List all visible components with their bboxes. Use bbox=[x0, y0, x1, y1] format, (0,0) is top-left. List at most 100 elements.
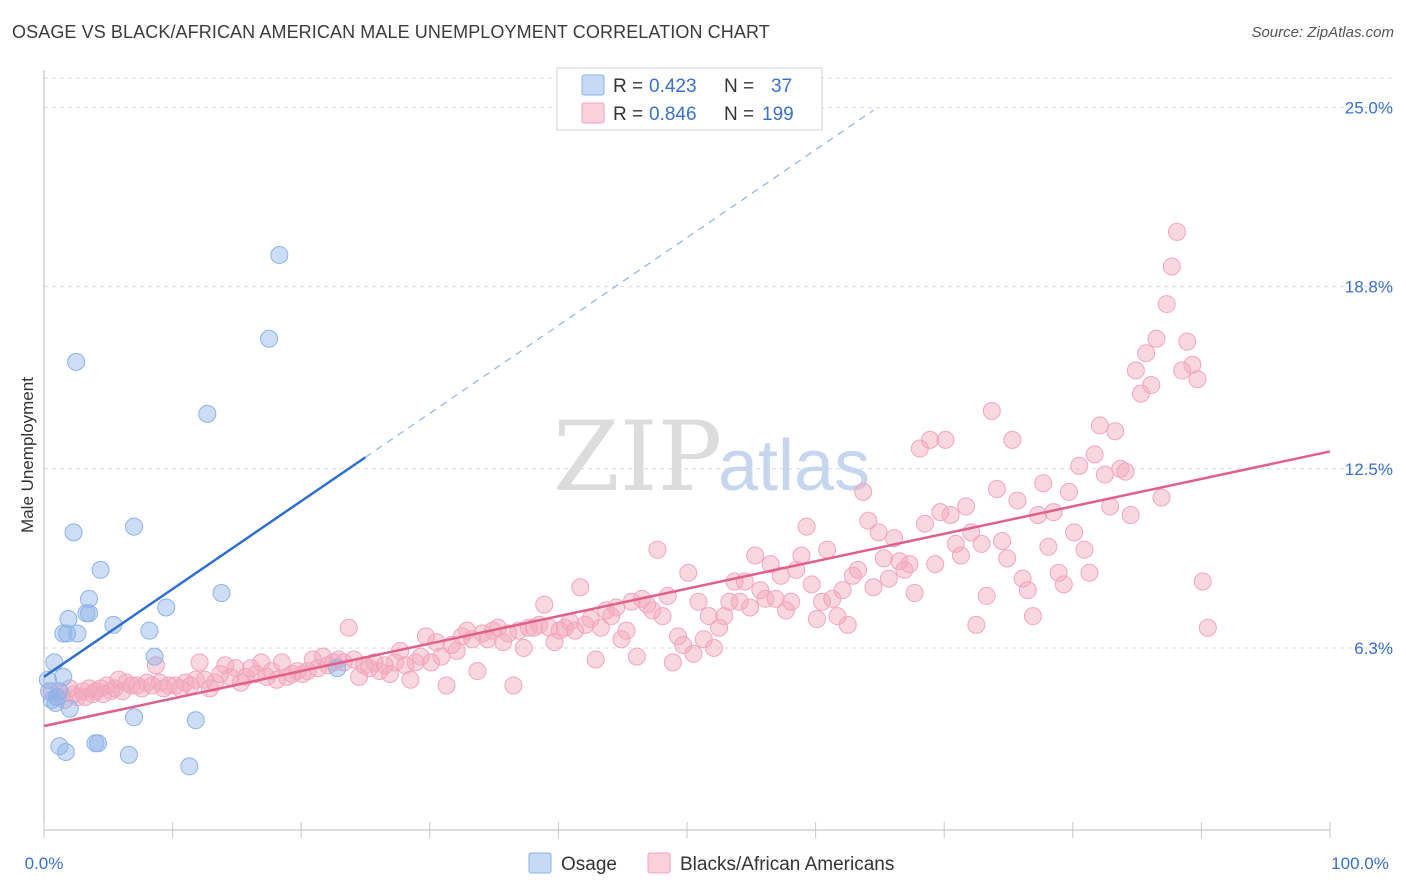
point-blacks-african-americans bbox=[936, 430, 955, 449]
point-blacks-african-americans bbox=[406, 653, 425, 672]
point-osage bbox=[67, 352, 86, 371]
point-blacks-african-americans bbox=[422, 653, 441, 672]
point-blacks-african-americans bbox=[705, 638, 724, 657]
trend-line-osage-extension bbox=[365, 109, 874, 458]
point-osage bbox=[212, 584, 231, 603]
point-blacks-african-americans bbox=[982, 401, 1001, 420]
point-blacks-african-americans bbox=[951, 546, 970, 565]
point-blacks-african-americans bbox=[818, 540, 837, 559]
point-osage bbox=[91, 560, 110, 579]
point-blacks-african-americans bbox=[375, 656, 394, 675]
point-blacks-african-americans bbox=[339, 618, 358, 637]
point-blacks-african-americans bbox=[946, 534, 965, 553]
bottom-legend-swatch-black bbox=[647, 852, 671, 874]
point-blacks-african-americans bbox=[1039, 537, 1058, 556]
point-blacks-african-americans bbox=[761, 555, 780, 574]
legend-r-value-osage: 0.423 bbox=[649, 76, 697, 97]
point-blacks-african-americans bbox=[176, 673, 195, 692]
point-blacks-african-americans bbox=[1018, 581, 1037, 600]
point-blacks-african-americans bbox=[998, 549, 1017, 568]
point-blacks-african-americans bbox=[782, 592, 801, 611]
point-blacks-african-americans bbox=[1065, 523, 1084, 542]
point-blacks-african-americans bbox=[854, 482, 873, 501]
point-blacks-african-americans bbox=[211, 664, 230, 683]
legend-n-label-osage: N = bbox=[724, 76, 754, 97]
point-blacks-african-americans bbox=[1121, 506, 1140, 525]
point-blacks-african-americans bbox=[1162, 257, 1181, 276]
point-blacks-african-americans bbox=[730, 592, 749, 611]
point-blacks-african-americans bbox=[242, 659, 261, 678]
point-osage bbox=[125, 708, 144, 727]
point-blacks-african-americans bbox=[746, 546, 765, 565]
point-blacks-african-americans bbox=[833, 581, 852, 600]
y-tick-labels: 6.3% 12.5% 18.8% 25.0% bbox=[1345, 99, 1393, 658]
point-blacks-african-americans bbox=[689, 592, 708, 611]
bottom-legend: Osage Blacks/African Americans bbox=[528, 852, 894, 875]
point-osage bbox=[270, 245, 289, 264]
point-blacks-african-americans bbox=[679, 563, 698, 582]
point-blacks-african-americans bbox=[900, 555, 919, 574]
point-blacks-african-americans bbox=[1075, 540, 1094, 559]
point-blacks-african-americans bbox=[967, 615, 986, 634]
point-blacks-african-americans bbox=[843, 566, 862, 585]
point-blacks-african-americans bbox=[766, 589, 785, 608]
point-blacks-african-americans bbox=[396, 656, 415, 675]
point-blacks-african-americans bbox=[437, 676, 456, 695]
point-osage bbox=[186, 711, 205, 730]
point-blacks-african-americans bbox=[921, 430, 940, 449]
point-blacks-african-americans bbox=[127, 676, 146, 695]
point-blacks-african-americans bbox=[1049, 563, 1068, 582]
point-blacks-african-americans bbox=[756, 589, 775, 608]
point-blacks-african-americans bbox=[555, 618, 574, 637]
point-blacks-african-americans bbox=[1152, 488, 1171, 507]
point-blacks-african-americans bbox=[1034, 474, 1053, 493]
point-blacks-african-americans bbox=[1142, 375, 1161, 394]
point-blacks-african-americans bbox=[360, 659, 379, 678]
point-blacks-african-americans bbox=[1116, 462, 1135, 481]
point-blacks-african-americans bbox=[663, 653, 682, 672]
point-blacks-african-americans bbox=[1054, 575, 1073, 594]
point-blacks-african-americans bbox=[627, 647, 646, 666]
point-blacks-african-americans bbox=[132, 679, 151, 698]
point-osage bbox=[80, 604, 99, 623]
legend-n-value-osage: 37 bbox=[771, 76, 792, 97]
point-blacks-african-americans bbox=[977, 586, 996, 605]
point-blacks-african-americans bbox=[792, 546, 811, 565]
point-blacks-african-americans bbox=[838, 615, 857, 634]
point-osage bbox=[54, 667, 73, 686]
point-blacks-african-americans bbox=[602, 607, 621, 626]
y-tick-label: 12.5% bbox=[1345, 460, 1393, 479]
legend-swatch-black bbox=[581, 102, 605, 124]
point-blacks-african-americans bbox=[1178, 332, 1197, 351]
point-blacks-african-americans bbox=[380, 664, 399, 683]
point-blacks-african-americans bbox=[648, 540, 667, 559]
point-blacks-african-americans bbox=[617, 621, 636, 640]
point-osage bbox=[60, 699, 79, 718]
point-blacks-african-americans bbox=[710, 618, 729, 637]
point-blacks-african-americans bbox=[386, 653, 405, 672]
point-blacks-african-americans bbox=[591, 618, 610, 637]
point-blacks-african-americans bbox=[869, 523, 888, 542]
point-blacks-african-americans bbox=[972, 534, 991, 553]
trend-line-blacks-african-americans bbox=[43, 450, 1331, 728]
point-blacks-african-americans bbox=[314, 647, 333, 666]
point-blacks-african-americans bbox=[1157, 295, 1176, 314]
point-blacks-african-americans bbox=[802, 575, 821, 594]
point-blacks-african-americans bbox=[499, 624, 518, 643]
point-blacks-african-americans bbox=[668, 627, 687, 646]
bottom-legend-label-osage: Osage bbox=[561, 854, 617, 875]
x-tick-label-min: 0.0% bbox=[25, 854, 64, 873]
point-blacks-african-americans bbox=[890, 552, 909, 571]
point-blacks-african-americans bbox=[1070, 456, 1089, 475]
point-osage bbox=[54, 624, 73, 643]
point-osage bbox=[180, 757, 199, 776]
watermark: ZIP atlas bbox=[553, 401, 870, 513]
point-blacks-african-americans bbox=[1023, 607, 1042, 626]
point-osage bbox=[260, 329, 279, 348]
point-blacks-african-americans bbox=[926, 555, 945, 574]
point-blacks-african-americans bbox=[807, 610, 826, 629]
point-blacks-african-americans bbox=[643, 601, 662, 620]
point-blacks-african-americans bbox=[504, 676, 523, 695]
point-blacks-african-americans bbox=[874, 549, 893, 568]
